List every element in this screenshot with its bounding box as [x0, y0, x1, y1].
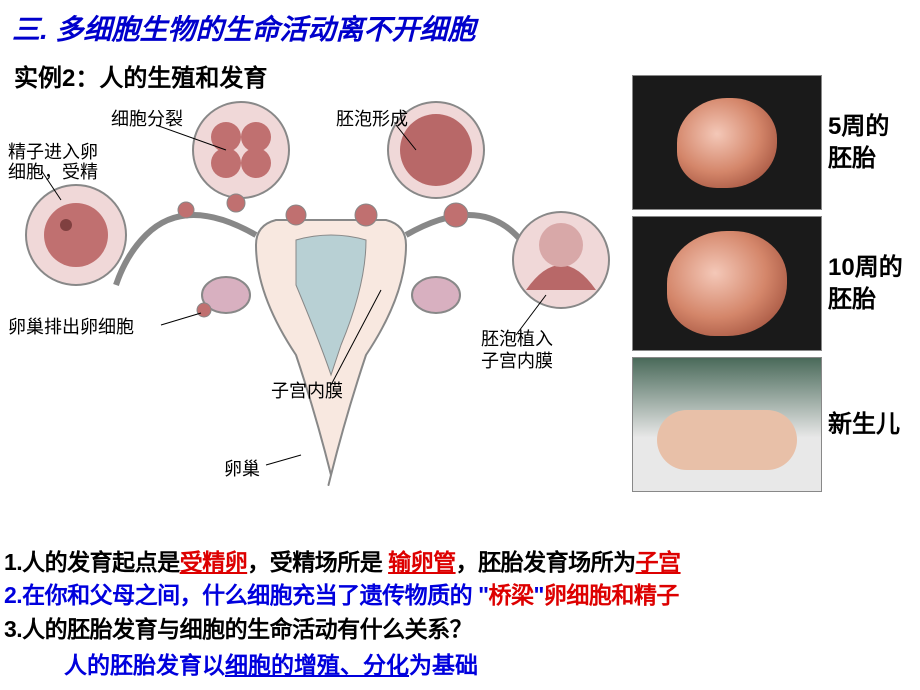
q3-ans-suffix: 为基础: [409, 652, 478, 678]
q1-ans1: 受精卵: [180, 549, 248, 575]
caption-10wk: 10周的 胚胎: [828, 252, 903, 314]
q1-ans3: 子宫: [636, 549, 681, 575]
caption-5wk: 5周的 胚胎: [828, 111, 889, 173]
q2-keyword: 桥梁: [488, 582, 533, 608]
label-implant-2: 子宫内膜: [481, 347, 553, 373]
image-row-newborn: 新生儿: [632, 357, 912, 492]
fertilized-egg-inner: [44, 203, 108, 267]
image-row-10wk: 10周的 胚胎: [632, 216, 912, 351]
embryo-5wk-image: [632, 75, 822, 210]
q2-suffix: ": [533, 582, 543, 608]
question-1: 1.人的发育起点是受精卵，受精场所是 输卵管，胚胎发育场所为子宫: [4, 546, 916, 579]
leader-4: [161, 313, 201, 325]
right-ovary: [412, 277, 460, 313]
label-cell-division: 细胞分裂: [111, 105, 183, 131]
main-content: 细胞分裂 胚泡形成 精子进入卵 细胞，受精 卵巢排出卵细胞 胚泡植入 子宫内膜 …: [0, 95, 920, 535]
label-endometrium: 子宫内膜: [271, 377, 343, 403]
embryo-10wk-image: [632, 216, 822, 351]
reproduction-diagram: 细胞分裂 胚泡形成 精子进入卵 细胞，受精 卵巢排出卵细胞 胚泡植入 子宫内膜 …: [6, 95, 626, 525]
q2-answer: 卵细胞和精子: [544, 582, 679, 608]
label-ovary: 卵巢: [224, 455, 260, 481]
left-tube: [116, 215, 256, 285]
q1-prefix: 1.人的发育起点是: [4, 549, 180, 575]
label-blastocyst-formation: 胚泡形成: [336, 105, 408, 131]
newborn-image: [632, 357, 822, 492]
cell-division-circle: [193, 102, 289, 198]
leader-7: [266, 455, 301, 465]
caption-newborn: 新生儿: [828, 409, 900, 440]
q1-mid1: ，受精场所是: [247, 549, 388, 575]
q2-prefix: 2.在你和父母之间，什么细胞充当了遗传物质的 ": [4, 582, 488, 608]
question-3-answer: 人的胚胎发育以细胞的增殖、分化为基础: [4, 646, 916, 680]
q3-ans-prefix: 人的胚胎发育以: [64, 652, 225, 678]
label-ovary-releases: 卵巢排出卵细胞: [8, 313, 134, 339]
q3-ans-key: 细胞的增殖、分化: [225, 652, 409, 678]
label-sperm-2: 细胞，受精: [8, 158, 98, 184]
q1-ans2: 输卵管: [388, 549, 456, 575]
question-2: 2.在你和父母之间，什么细胞充当了遗传物质的 "桥梁"卵细胞和精子: [4, 579, 916, 612]
section-title: 三. 多细胞生物的生命活动离不开细胞: [0, 0, 920, 56]
questions-block: 1.人的发育起点是受精卵，受精场所是 输卵管，胚胎发育场所为子宫 2.在你和父母…: [4, 546, 916, 680]
q1-mid2: ，胚胎发育场所为: [456, 549, 636, 575]
question-3: 3.人的胚胎发育与细胞的生命活动有什么关系？: [4, 613, 916, 646]
embryo-images-column: 5周的 胚胎 10周的 胚胎 新生儿: [632, 75, 912, 498]
diagram-svg: [6, 95, 626, 525]
image-row-5wk: 5周的 胚胎: [632, 75, 912, 210]
